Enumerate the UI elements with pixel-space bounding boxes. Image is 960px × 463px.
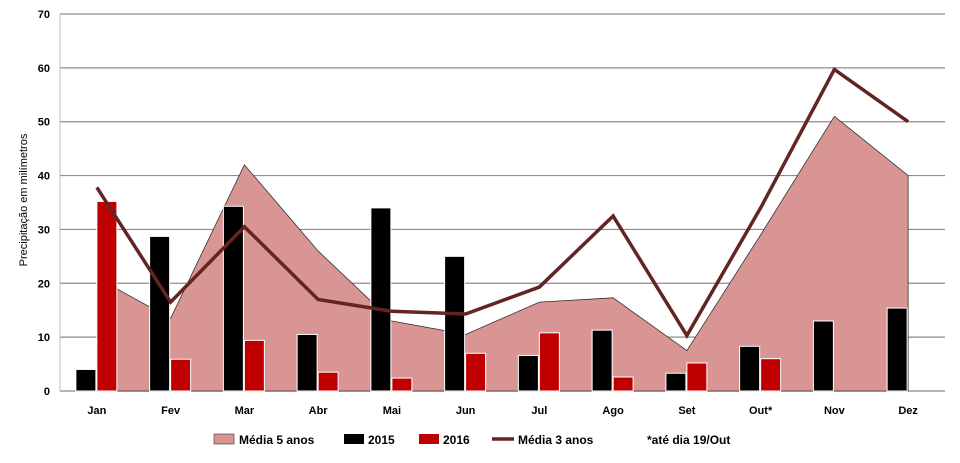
- y-tick-label: 50: [38, 117, 50, 129]
- legend-swatch-2016: [419, 434, 439, 444]
- y-axis-label: Precipitação em milímetros: [18, 133, 30, 266]
- bar-2015: [444, 255, 466, 392]
- legend-label: 2016: [443, 433, 470, 447]
- bar-2015: [149, 235, 171, 392]
- bar-2015: [370, 207, 392, 392]
- bar-2016: [317, 371, 339, 392]
- x-tick-label: Jul: [531, 405, 547, 417]
- y-tick-label: 10: [38, 332, 50, 344]
- bar-2015: [517, 354, 539, 392]
- legend-label: 2015: [368, 433, 395, 447]
- bar-2015: [812, 320, 834, 392]
- legend-swatch-2015: [344, 434, 364, 444]
- bar-2015: [75, 368, 97, 392]
- legend-label: Média 5 anos: [239, 433, 315, 447]
- legend-label: Média 3 anos: [518, 433, 594, 447]
- x-tick-label: Jun: [456, 405, 476, 417]
- bar-2016: [760, 358, 782, 392]
- x-tick-label: Dez: [898, 405, 918, 417]
- line-media-3-anos: [95, 66, 910, 339]
- legend-swatch-media-5-anos: [213, 433, 235, 445]
- bar-2015: [886, 307, 908, 392]
- x-tick-label: Set: [678, 405, 695, 417]
- bar-2016: [538, 332, 560, 392]
- bar-2015: [591, 329, 613, 392]
- bar-2015: [739, 345, 761, 392]
- x-tick-label: Ago: [602, 405, 624, 417]
- y-tick-label: 30: [38, 224, 50, 236]
- y-tick-label: 20: [38, 278, 50, 290]
- x-tick-label: Nov: [824, 405, 846, 417]
- bar-2015: [222, 205, 244, 392]
- y-tick-label: 70: [38, 9, 50, 21]
- bar-2016: [170, 358, 192, 392]
- x-tick-label: Fev: [161, 405, 181, 417]
- legend: Média 5 anos 2015 2016 Média 3 anos *até dia…: [213, 433, 730, 447]
- bar-2015: [296, 333, 318, 392]
- bar-2016: [465, 352, 487, 392]
- annotation-note: *até dia 19/Out: [647, 433, 730, 447]
- y-tick-label: 0: [44, 386, 50, 398]
- x-tick-label: Out*: [749, 405, 773, 417]
- bar-2016: [612, 376, 634, 392]
- area-media-5-anos: [96, 115, 909, 392]
- x-tick-label: Mar: [235, 405, 255, 417]
- y-tick-label: 40: [38, 171, 50, 183]
- bar-2015: [665, 372, 687, 392]
- bar-2016: [96, 200, 118, 392]
- x-tick-label: Mai: [383, 405, 401, 417]
- bar-2016: [391, 377, 413, 392]
- bar-2016: [243, 339, 265, 392]
- bar-2016: [686, 362, 708, 392]
- x-tick-label: Abr: [309, 405, 329, 417]
- x-tick-label: Jan: [87, 405, 106, 417]
- y-tick-label: 60: [38, 63, 50, 75]
